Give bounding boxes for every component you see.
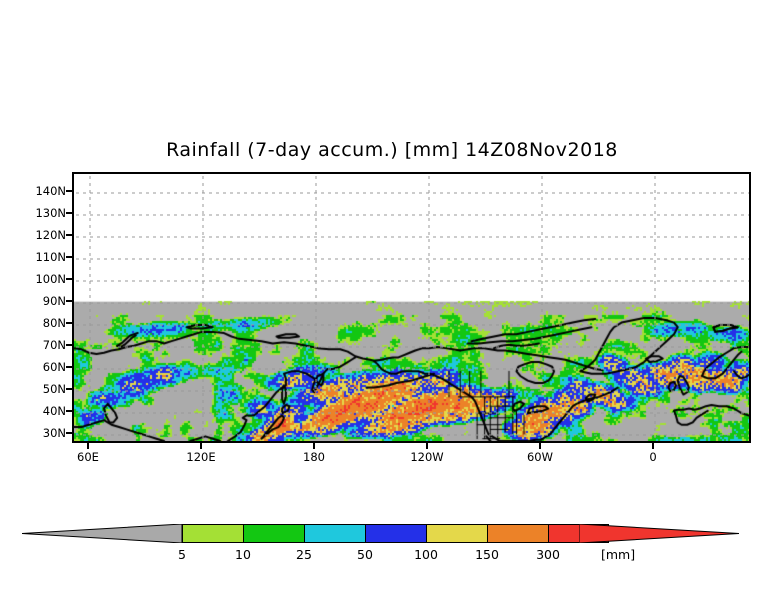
y-tick-label: 50N bbox=[42, 382, 66, 396]
colorbar-bin bbox=[426, 524, 487, 543]
x-tick-mark bbox=[652, 443, 654, 449]
y-tick-label: 90N bbox=[42, 294, 66, 308]
y-tick-label: 60N bbox=[42, 360, 66, 374]
colorbar-under-arrow bbox=[22, 524, 182, 543]
y-tick-label: 40N bbox=[42, 404, 66, 418]
x-tick-label: 60E bbox=[77, 450, 99, 464]
x-tick-label: 120W bbox=[410, 450, 444, 464]
y-tick-mark bbox=[66, 366, 72, 368]
y-tick-label: 80N bbox=[42, 316, 66, 330]
y-tick-mark bbox=[66, 432, 72, 434]
x-tick-mark bbox=[426, 443, 428, 449]
x-tick-mark bbox=[87, 443, 89, 449]
colorbar-units-label: [mm] bbox=[601, 547, 636, 562]
y-tick-mark bbox=[66, 410, 72, 412]
rainfall-heatmap-canvas bbox=[74, 174, 749, 441]
colorbar-bins bbox=[182, 524, 609, 543]
x-tick-label: 60W bbox=[526, 450, 554, 464]
y-tick-mark bbox=[66, 190, 72, 192]
colorbar-tick-label: 100 bbox=[414, 547, 438, 562]
x-tick-mark bbox=[200, 443, 202, 449]
colorbar: 5 10 25 50 100 150 300 [mm] bbox=[0, 519, 784, 579]
colorbar-bin bbox=[304, 524, 365, 543]
colorbar-bin bbox=[243, 524, 304, 543]
x-tick-mark bbox=[539, 443, 541, 449]
y-tick-label: 110N bbox=[35, 250, 66, 264]
colorbar-tick-label: 150 bbox=[475, 547, 499, 562]
y-tick-mark bbox=[66, 344, 72, 346]
y-tick-mark bbox=[66, 388, 72, 390]
y-tick-mark bbox=[66, 322, 72, 324]
y-tick-mark bbox=[66, 300, 72, 302]
y-tick-label: 130N bbox=[35, 206, 66, 220]
y-tick-mark bbox=[66, 278, 72, 280]
page-title: Rainfall (7-day accum.) [mm] 14Z08Nov201… bbox=[166, 139, 618, 161]
y-tick-mark bbox=[66, 234, 72, 236]
y-axis: 140N 130N 120N 110N 100N 90N 80N 70N 60N 50N 40N 30… bbox=[0, 0, 66, 612]
colorbar-bin bbox=[365, 524, 426, 543]
y-tick-label: 100N bbox=[35, 272, 66, 286]
colorbar-tick-label: 300 bbox=[536, 547, 560, 562]
y-tick-mark bbox=[66, 256, 72, 258]
x-tick-label: 120E bbox=[186, 450, 216, 464]
y-tick-label: 120N bbox=[35, 228, 66, 242]
x-tick-label: 180 bbox=[303, 450, 325, 464]
x-tick-label: 0 bbox=[649, 450, 657, 464]
colorbar-tick-label: 5 bbox=[178, 547, 186, 562]
y-tick-label: 140N bbox=[35, 184, 66, 198]
y-tick-label: 30N bbox=[42, 426, 66, 440]
x-tick-mark bbox=[313, 443, 315, 449]
colorbar-over-arrow bbox=[579, 524, 739, 543]
y-tick-mark bbox=[66, 212, 72, 214]
colorbar-bin bbox=[182, 524, 243, 543]
colorbar-bin bbox=[487, 524, 548, 543]
colorbar-tick-label: 50 bbox=[357, 547, 373, 562]
y-tick-label: 70N bbox=[42, 338, 66, 352]
colorbar-tick-label: 25 bbox=[296, 547, 312, 562]
colorbar-tick-label: 10 bbox=[235, 547, 251, 562]
map-plot-area bbox=[72, 172, 751, 443]
